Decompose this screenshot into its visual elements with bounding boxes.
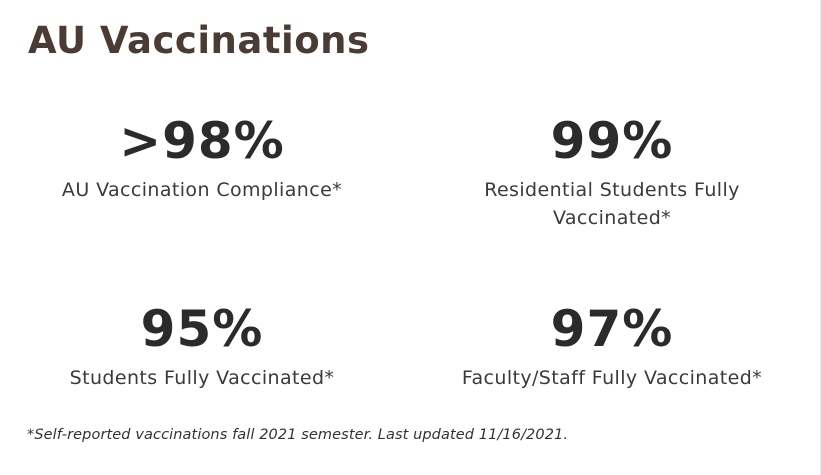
stat-students: 95% Students Fully Vaccinated* — [2, 300, 402, 392]
stat-residential-students: 99% Residential Students Fully Vaccinate… — [412, 112, 812, 232]
stat-label: Students Fully Vaccinated* — [69, 367, 335, 389]
stat-value: 97% — [550, 300, 674, 358]
stat-value: 95% — [140, 300, 264, 358]
stat-label: Faculty/Staff Fully Vaccinated* — [461, 367, 763, 389]
stat-value: 99% — [550, 112, 674, 170]
page-title: AU Vaccinations — [28, 19, 370, 62]
stat-compliance: >98% AU Vaccination Compliance* — [2, 112, 402, 204]
stat-label: AU Vaccination Compliance* — [61, 179, 343, 201]
footnote: *Self-reported vaccinations fall 2021 se… — [27, 427, 569, 443]
stat-label: Residential Students Fully Vaccinated* — [484, 179, 740, 229]
stat-value: >98% — [119, 112, 285, 170]
stat-faculty-staff: 97% Faculty/Staff Fully Vaccinated* — [412, 300, 812, 392]
